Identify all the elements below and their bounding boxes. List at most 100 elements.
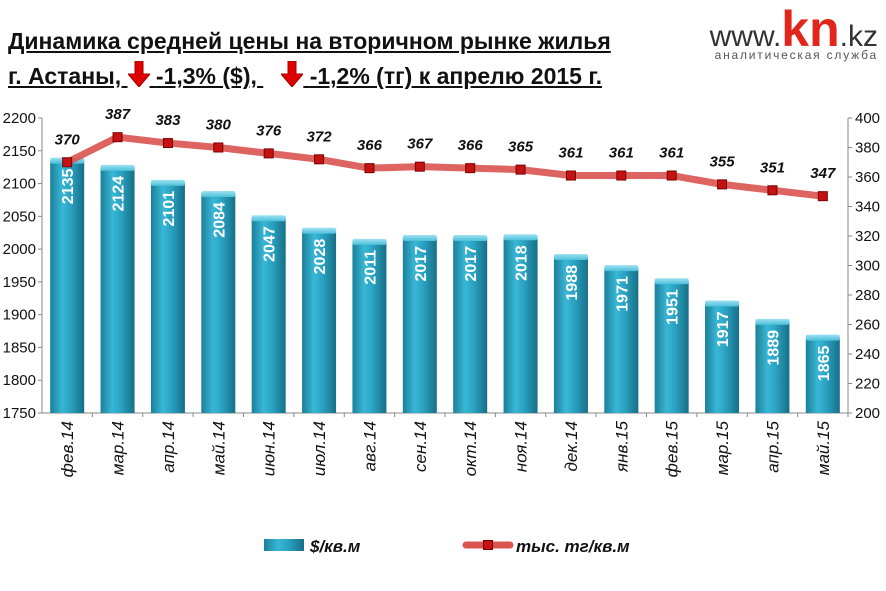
x-category-label: май.15 bbox=[814, 420, 833, 475]
bar bbox=[604, 268, 639, 413]
bar-top-cap bbox=[302, 227, 337, 234]
left-tick-label: 2050 bbox=[3, 208, 36, 225]
right-tick-label: 380 bbox=[855, 140, 880, 157]
left-tick-label: 1750 bbox=[3, 405, 36, 422]
down-arrow-icon bbox=[127, 61, 150, 87]
line-point-marker bbox=[666, 170, 677, 181]
line-point-marker bbox=[515, 164, 526, 175]
bar-top-cap bbox=[402, 234, 437, 241]
left-tick-label: 1950 bbox=[3, 274, 36, 291]
left-tick-label: 2200 bbox=[3, 110, 36, 127]
bar bbox=[453, 237, 488, 413]
bar-value-label: 2084 bbox=[211, 202, 228, 238]
line-value-label: 383 bbox=[155, 112, 181, 129]
bar-top-cap bbox=[755, 318, 790, 325]
bar bbox=[402, 237, 437, 413]
line-point-marker bbox=[616, 170, 627, 181]
bar-top-cap bbox=[805, 334, 840, 341]
line-value-label: 372 bbox=[307, 128, 333, 145]
x-category-label: сен.14 bbox=[411, 421, 430, 472]
bar-value-label: 2101 bbox=[161, 191, 178, 227]
bar bbox=[654, 281, 689, 413]
left-tick-label: 1800 bbox=[3, 372, 36, 389]
line-value-label: 361 bbox=[558, 145, 583, 162]
line-point-marker bbox=[817, 191, 828, 202]
chart-title-line-1: Динамика средней цены на вторичном рынке… bbox=[8, 28, 611, 54]
left-tick-label: 1900 bbox=[3, 307, 36, 324]
line-value-label: 380 bbox=[206, 117, 232, 134]
logo-subtitle: аналитическая служба bbox=[714, 48, 878, 62]
bar-value-label: 2124 bbox=[111, 176, 128, 212]
x-category-label: дек.14 bbox=[562, 421, 581, 472]
x-category-label: авг.14 bbox=[360, 421, 379, 471]
line-value-label: 361 bbox=[609, 145, 634, 162]
line-point-marker bbox=[213, 142, 224, 153]
right-tick-label: 320 bbox=[855, 228, 880, 245]
line-value-label: 365 bbox=[508, 139, 534, 156]
line-point-marker bbox=[717, 179, 728, 190]
bar-value-label: 1971 bbox=[614, 276, 631, 312]
bar-value-label: 2017 bbox=[413, 246, 430, 282]
legend-bar-swatch bbox=[264, 539, 304, 551]
line-point-marker bbox=[62, 157, 73, 168]
bar-top-cap bbox=[100, 164, 135, 171]
right-tick-label: 220 bbox=[855, 376, 880, 393]
legend-bar-label: $/кв.м bbox=[309, 537, 361, 556]
line-value-label: 366 bbox=[458, 137, 484, 154]
line-value-label: 366 bbox=[357, 137, 383, 154]
bar-top-cap bbox=[503, 234, 538, 241]
bar bbox=[201, 194, 236, 413]
x-category-label: ноя.14 bbox=[512, 421, 531, 472]
line-value-label: 361 bbox=[659, 145, 684, 162]
bar-top-cap bbox=[352, 238, 387, 245]
right-tick-label: 360 bbox=[855, 169, 880, 186]
bar bbox=[352, 241, 387, 413]
right-tick-label: 300 bbox=[855, 258, 880, 275]
bar-top-cap bbox=[453, 234, 488, 241]
left-tick-label: 2150 bbox=[3, 143, 36, 160]
line-point-marker bbox=[465, 163, 476, 174]
bar-top-cap bbox=[654, 278, 689, 285]
bar-top-cap bbox=[553, 253, 588, 260]
logo: www.kn.kz аналитическая служба bbox=[710, 0, 878, 62]
x-category-label: фев.15 bbox=[663, 420, 682, 477]
bar-top-cap bbox=[251, 215, 286, 222]
bar bbox=[755, 321, 790, 413]
right-tick-label: 260 bbox=[855, 317, 880, 334]
line-value-label: 367 bbox=[407, 136, 433, 153]
line-value-label: 347 bbox=[810, 165, 836, 182]
bar bbox=[805, 337, 840, 413]
right-tick-label: 240 bbox=[855, 346, 880, 363]
bar-value-label: 2047 bbox=[262, 226, 279, 262]
bar-value-label: 1951 bbox=[665, 289, 682, 325]
bar bbox=[150, 182, 185, 413]
line-point-marker bbox=[364, 163, 375, 174]
x-category-label: июн.14 bbox=[260, 421, 279, 476]
bar bbox=[503, 237, 538, 413]
line-series-path bbox=[63, 133, 827, 200]
line-value-label: 355 bbox=[710, 153, 736, 170]
down-arrow-icon bbox=[281, 61, 304, 87]
x-category-label: окт.14 bbox=[461, 421, 480, 476]
logo-brand: kn bbox=[781, 1, 840, 57]
x-category-label: фев.14 bbox=[58, 421, 77, 477]
line-value-label: 387 bbox=[105, 106, 131, 123]
line-point-marker bbox=[263, 148, 274, 159]
x-category-label: июл.14 bbox=[310, 421, 329, 476]
left-tick-label: 1850 bbox=[3, 339, 36, 356]
bar-value-label: 2017 bbox=[463, 246, 480, 282]
legend-line-label: тыс. тг/кв.м bbox=[516, 537, 630, 556]
bar bbox=[302, 230, 337, 413]
line-point-marker bbox=[314, 154, 325, 165]
bar-top-cap bbox=[150, 179, 185, 186]
x-category-label: янв.15 bbox=[612, 420, 631, 472]
bar-value-label: 2018 bbox=[514, 245, 531, 281]
bar-top-cap bbox=[705, 300, 740, 307]
bar-value-label: 2028 bbox=[312, 239, 329, 275]
x-category-label: май.14 bbox=[209, 421, 228, 475]
right-tick-label: 280 bbox=[855, 287, 880, 304]
title-city: г. Астаны, bbox=[8, 63, 128, 89]
left-tick-label: 2000 bbox=[3, 241, 36, 258]
title-kzt-change: -1,2% (тг) к апрелю 2015 г. bbox=[309, 63, 603, 89]
